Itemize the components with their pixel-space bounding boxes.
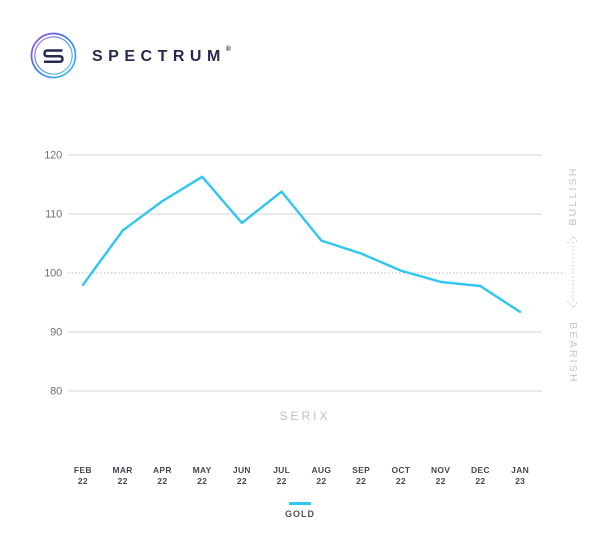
y-axis-tick-label: 100 [44, 268, 62, 280]
x-axis-label: FEB 22 [63, 465, 103, 487]
bullish-label: BULLISH [567, 166, 579, 226]
x-axis-label-year: 22 [356, 476, 367, 486]
x-axis-label: JAN 23 [500, 465, 540, 487]
registered-trademark: ® [225, 45, 231, 53]
x-axis-label: JUN 22 [222, 465, 262, 487]
logo-monogram-s [43, 49, 64, 63]
x-axis-label-year: 22 [157, 476, 168, 486]
x-axis-label-month: FEB [73, 465, 92, 475]
x-axis-label-month: AUG [311, 465, 332, 475]
legend-series-label: GOLD [285, 508, 315, 519]
x-axis-label-year: 22 [435, 476, 446, 486]
x-axis-label: APR 22 [143, 465, 183, 487]
x-axis-label: DEC 22 [461, 465, 501, 487]
brand-name-text: SPECTRUM [92, 47, 226, 65]
x-axis-label: NOV 22 [421, 465, 461, 487]
x-axis-label-month: MAY [192, 465, 212, 475]
x-axis-label-month: MAR [112, 465, 133, 475]
x-axis-label-month: SEP [352, 465, 371, 475]
spectrum-logo-icon [30, 32, 77, 79]
chart-legend: GOLD [0, 502, 600, 519]
x-axis-label-month: NOV [430, 465, 451, 475]
x-axis-label: MAR 22 [103, 465, 143, 487]
serix-line-chart: 120 110 100 90 80 [44, 150, 565, 398]
x-axis-label: JUL 22 [262, 465, 302, 487]
x-axis-label-year: 22 [236, 476, 247, 486]
y-axis-tick-label: 110 [45, 209, 62, 221]
y-axis-tick-label: 80 [50, 386, 62, 398]
x-axis-label-month: JAN [511, 465, 530, 475]
x-axis-label-month: JUL [273, 465, 291, 475]
x-axis-label-year: 22 [117, 476, 128, 486]
x-axis-label-year: 22 [395, 476, 406, 486]
y-axis-tick-label: 90 [50, 327, 62, 339]
x-axis-label-month: DEC [470, 465, 490, 475]
x-axis-label-year: 22 [197, 476, 208, 486]
x-axis-label-year: 22 [77, 476, 88, 486]
x-axis-label: AUG 22 [302, 465, 342, 487]
x-axis-label-year: 22 [276, 476, 287, 486]
x-axis-label: OCT 22 [381, 465, 421, 487]
brand-logo: SPECTRUM® [30, 32, 231, 79]
legend-line-swatch [289, 502, 311, 505]
x-axis-caption: SERIX [279, 409, 331, 423]
x-axis-label-year: 23 [515, 476, 526, 486]
bearish-label: BEARISH [567, 322, 579, 384]
x-axis-label-year: 22 [316, 476, 327, 486]
x-axis-label-month: OCT [391, 465, 411, 475]
series-line-gold [81, 175, 522, 314]
x-axis: FEB 22 MAR 22 APR 22 MAY 22 JUN 22 JUL 22 AUG 22 SEP 22… [63, 465, 540, 487]
y-axis-tick-label: 120 [44, 150, 62, 162]
x-axis-label: SEP 22 [341, 465, 381, 487]
x-axis-label-month: APR [152, 465, 172, 475]
bullish-bearish-arrow-icon [567, 235, 579, 309]
x-axis-label-month: JUN [232, 465, 251, 475]
brand-name: SPECTRUM® [92, 46, 231, 66]
x-axis-label: MAY 22 [182, 465, 222, 487]
x-axis-label-year: 22 [475, 476, 486, 486]
